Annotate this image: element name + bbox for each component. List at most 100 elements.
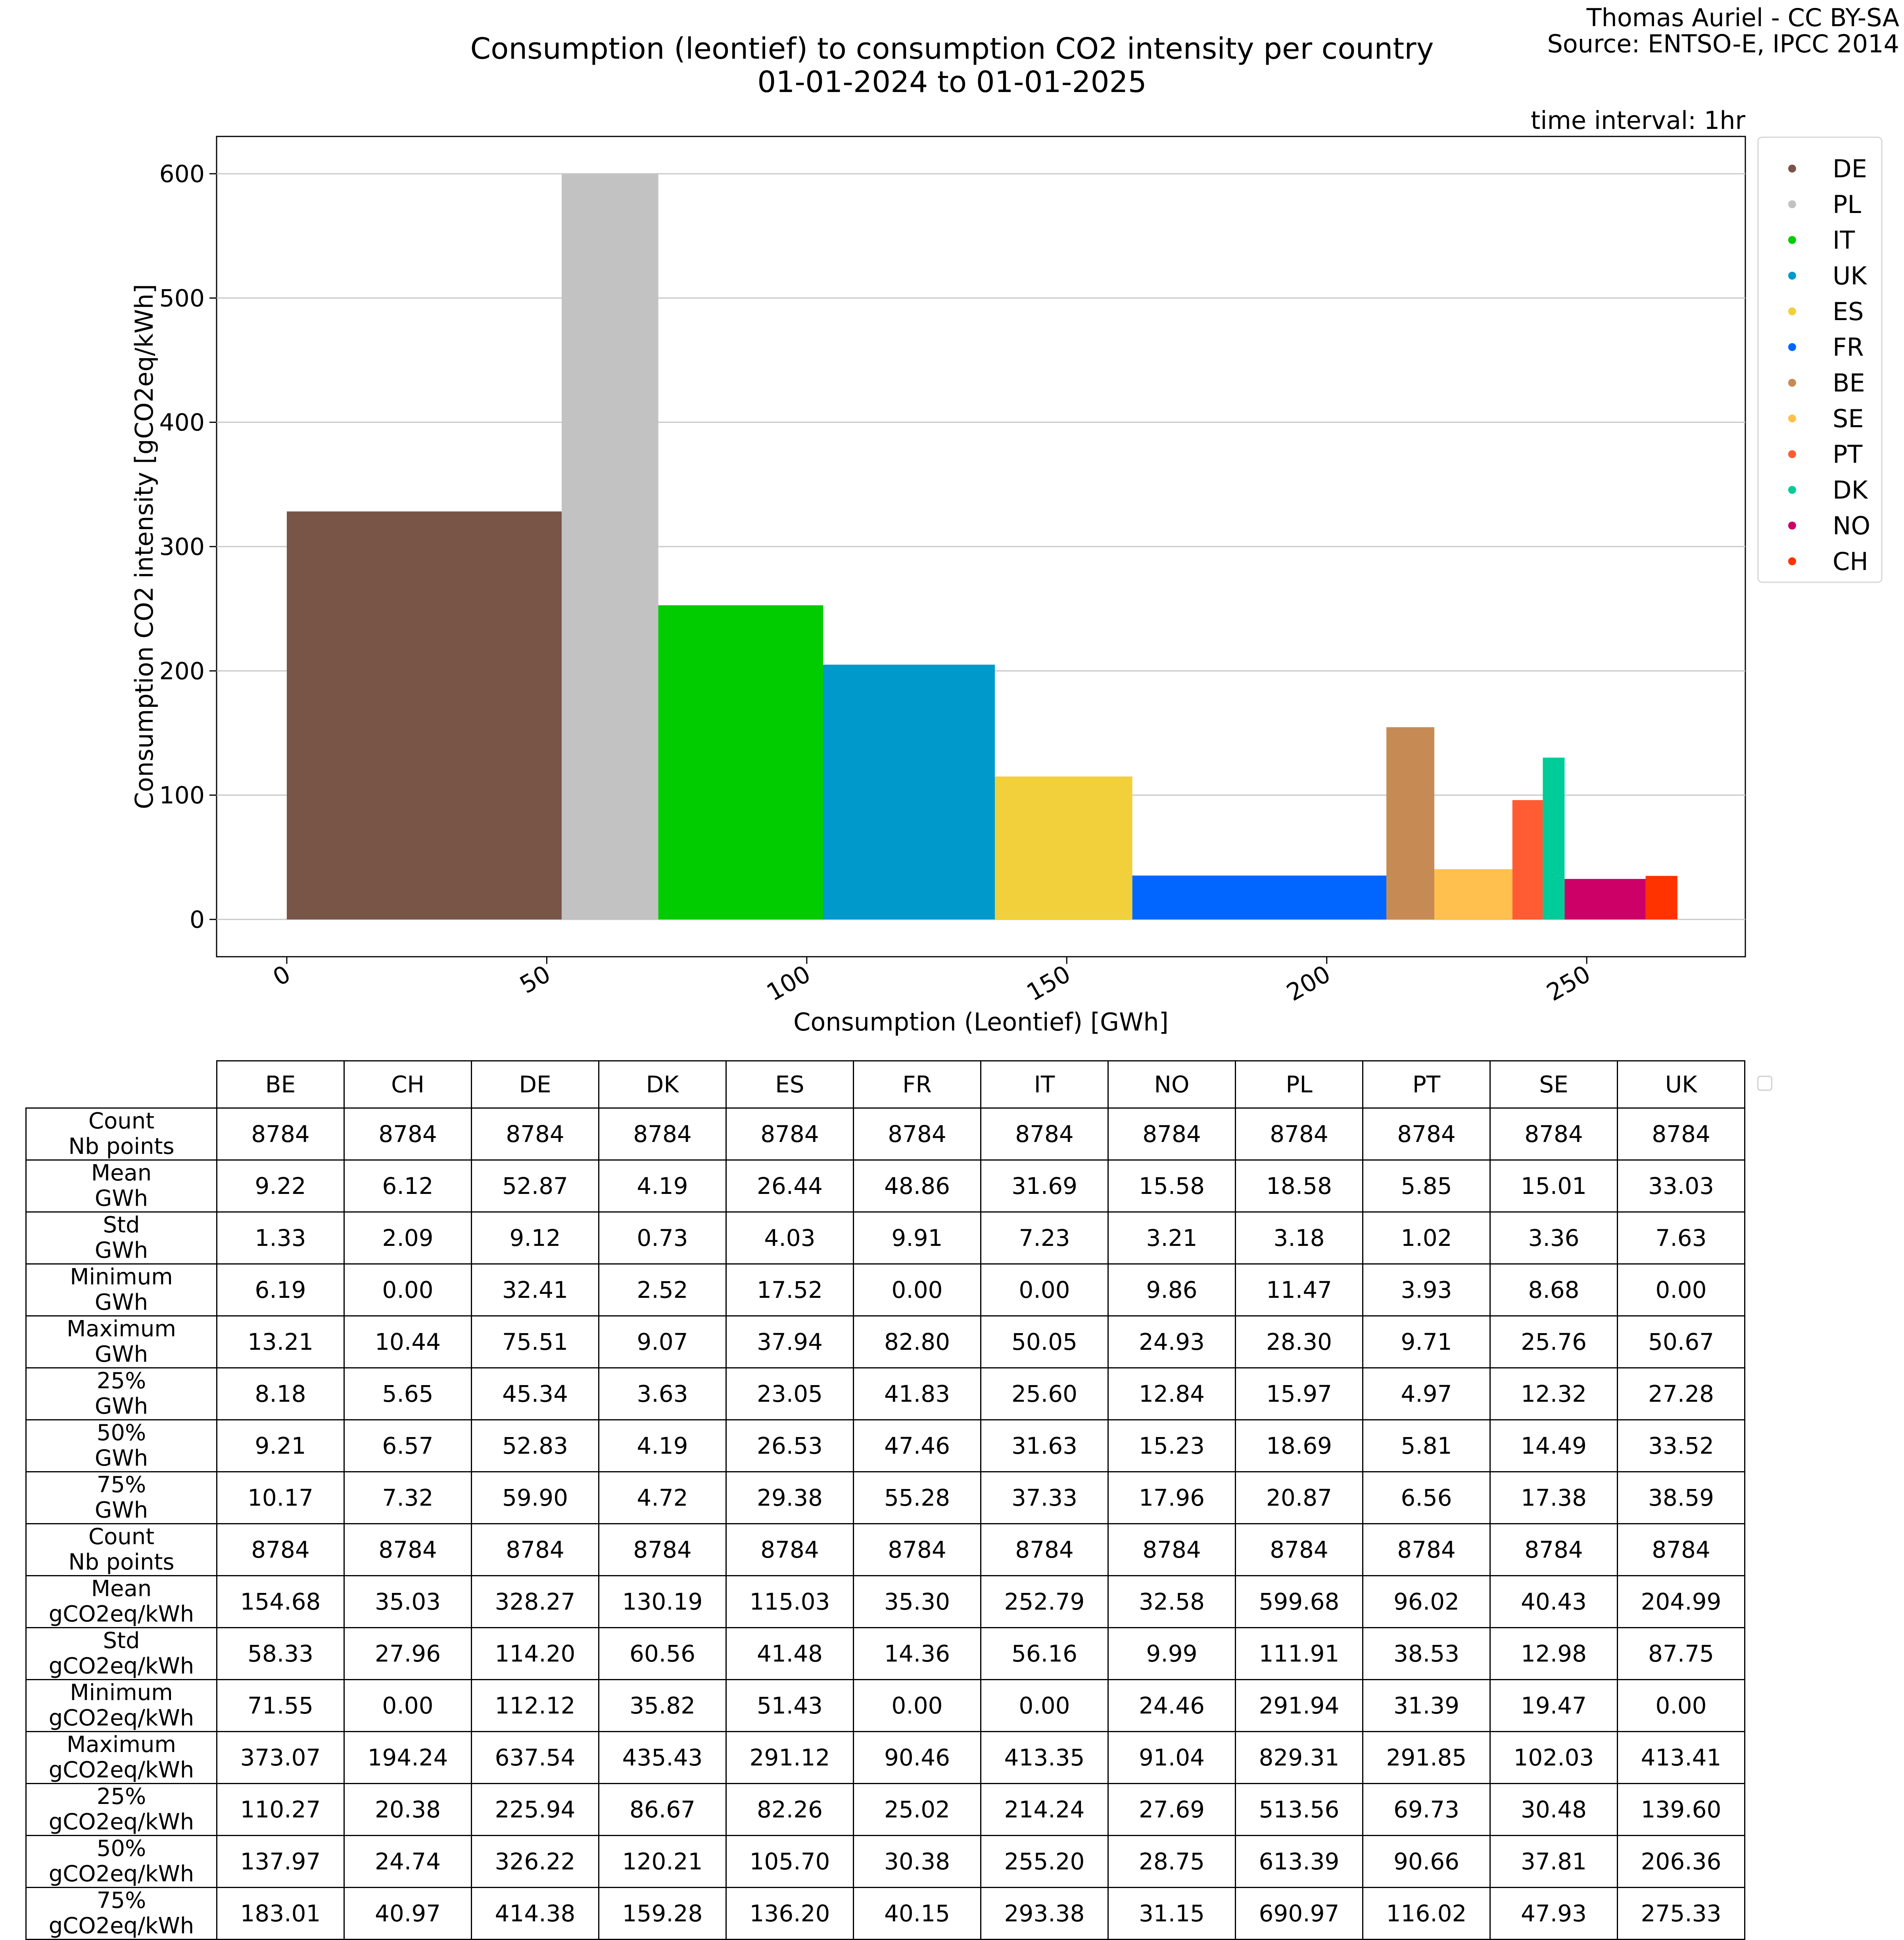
table-cell: 86.67 bbox=[598, 1783, 727, 1836]
legend-marker-de bbox=[1788, 165, 1796, 173]
table-cell: 8784 bbox=[726, 1107, 854, 1161]
row-label: 50% GWh bbox=[25, 1419, 217, 1472]
table-cell: 25.02 bbox=[853, 1783, 981, 1836]
column-header: DK bbox=[598, 1060, 727, 1109]
table-cell: 599.68 bbox=[1235, 1575, 1363, 1628]
table-cell: 25.60 bbox=[980, 1367, 1109, 1420]
table-row: Minimum gCO2eq/kWh 71.55 0.00 112.12 35.82 51.… bbox=[25, 1679, 1745, 1732]
table-cell: 637.54 bbox=[471, 1731, 599, 1784]
row-label-unit: GWh bbox=[94, 1341, 148, 1367]
table-row: Mean gCO2eq/kWh 154.68 35.03 328.27 130.19 115… bbox=[25, 1575, 1745, 1628]
legend-label-it: IT bbox=[1833, 226, 1855, 255]
table-row: 50% GWh 9.21 6.57 52.83 4.19 26.53 47.46 31.63 15… bbox=[25, 1419, 1745, 1472]
y-tick-label: 200 bbox=[159, 657, 205, 685]
row-label-unit: GWh bbox=[94, 1186, 148, 1211]
table-cell: 8784 bbox=[598, 1523, 727, 1576]
table-cell: 513.56 bbox=[1235, 1783, 1363, 1836]
table-cell: 47.93 bbox=[1489, 1887, 1618, 1940]
table-cell: 13.21 bbox=[216, 1315, 345, 1368]
row-label: 25% GWh bbox=[25, 1367, 217, 1420]
table-cell: 5.85 bbox=[1362, 1159, 1491, 1213]
table-cell: 4.19 bbox=[598, 1419, 727, 1472]
table-cell: 24.74 bbox=[344, 1835, 472, 1888]
table-cell: 0.00 bbox=[853, 1263, 981, 1316]
table-cell: 87.75 bbox=[1617, 1627, 1745, 1680]
table-cell: 50.05 bbox=[980, 1315, 1109, 1368]
table-cell: 18.69 bbox=[1235, 1419, 1363, 1472]
bar-dk bbox=[1543, 758, 1565, 919]
table-cell: 31.15 bbox=[1107, 1887, 1236, 1940]
legend-label-es: ES bbox=[1833, 297, 1864, 326]
table-row: Maximum GWh 13.21 10.44 75.51 9.07 37.94 82.80 5… bbox=[25, 1315, 1745, 1368]
row-label: 25% gCO2eq/kWh bbox=[25, 1783, 217, 1836]
column-header: NO bbox=[1107, 1060, 1236, 1109]
row-label-unit: gCO2eq/kWh bbox=[48, 1757, 194, 1783]
table-row: 75% gCO2eq/kWh 183.01 40.97 414.38 159.28 136.… bbox=[25, 1887, 1745, 1940]
table-cell: 9.22 bbox=[216, 1159, 345, 1213]
row-label: Minimum gCO2eq/kWh bbox=[25, 1679, 217, 1732]
column-header: FR bbox=[853, 1060, 981, 1109]
table-cell: 0.00 bbox=[344, 1263, 472, 1316]
table-cell: 15.23 bbox=[1107, 1419, 1236, 1472]
legend-marker-ch bbox=[1788, 557, 1796, 565]
row-label-stat: Maximum bbox=[67, 1732, 176, 1758]
statistics-table: BE CH DE DK ES FR IT NO PL PT SE UK Count Nb points 8… bbox=[25, 1060, 1745, 1940]
table-cell: 8784 bbox=[1617, 1523, 1745, 1576]
y-axis-label: Consumption CO2 intensity [gCO2eq/kWh] bbox=[130, 284, 159, 809]
table-cell: 37.33 bbox=[980, 1471, 1109, 1524]
table-cell: 413.41 bbox=[1617, 1731, 1745, 1784]
table-cell: 17.96 bbox=[1107, 1471, 1236, 1524]
table-cell: 20.87 bbox=[1235, 1471, 1363, 1524]
table-cell: 8784 bbox=[853, 1523, 981, 1576]
table-cell: 29.38 bbox=[726, 1471, 854, 1524]
row-label: 50% gCO2eq/kWh bbox=[25, 1835, 217, 1888]
column-header: DE bbox=[471, 1060, 599, 1109]
row-label-stat: Maximum bbox=[67, 1316, 176, 1342]
legend-label-uk: UK bbox=[1833, 261, 1867, 290]
legend-marker-fr bbox=[1788, 343, 1796, 351]
table-cell: 105.70 bbox=[726, 1835, 854, 1888]
table-row: Std GWh 1.33 2.09 9.12 0.73 4.03 9.91 7.23 3.21 3.… bbox=[25, 1211, 1745, 1265]
chart: Consumption (leontief) to consumption CO… bbox=[130, 3, 1899, 1036]
table-cell: 9.86 bbox=[1107, 1263, 1236, 1316]
row-label-stat: Mean bbox=[91, 1576, 152, 1602]
row-label-stat: Count bbox=[88, 1108, 155, 1134]
table-cell: 8784 bbox=[1235, 1107, 1363, 1161]
row-label: 75% GWh bbox=[25, 1471, 217, 1524]
table-cell: 293.38 bbox=[980, 1887, 1109, 1940]
table-cell: 3.36 bbox=[1489, 1211, 1618, 1265]
table-cell: 24.93 bbox=[1107, 1315, 1236, 1368]
table-cell: 7.63 bbox=[1617, 1211, 1745, 1265]
bar-pt bbox=[1512, 800, 1543, 919]
row-label-stat: Count bbox=[88, 1524, 155, 1550]
row-label-unit: Nb points bbox=[68, 1549, 175, 1575]
table-cell: 9.71 bbox=[1362, 1315, 1491, 1368]
table-cell: 139.60 bbox=[1617, 1783, 1745, 1836]
y-tick-label: 600 bbox=[159, 160, 205, 188]
table-cell: 25.76 bbox=[1489, 1315, 1618, 1368]
table-cell: 24.46 bbox=[1107, 1679, 1236, 1732]
x-tick-label: 100 bbox=[762, 960, 815, 1007]
table-cell: 41.48 bbox=[726, 1627, 854, 1680]
table-cell: 48.86 bbox=[853, 1159, 981, 1213]
table-cell: 59.90 bbox=[471, 1471, 599, 1524]
table-cell: 9.21 bbox=[216, 1419, 345, 1472]
table-cell: 255.20 bbox=[980, 1835, 1109, 1888]
table-cell: 12.32 bbox=[1489, 1367, 1618, 1420]
table-cell: 252.79 bbox=[980, 1575, 1109, 1628]
legend-label-pt: PT bbox=[1833, 440, 1863, 469]
y-tick-label: 500 bbox=[159, 284, 205, 312]
table-cell: 8784 bbox=[1617, 1107, 1745, 1161]
table-cell: 82.26 bbox=[726, 1783, 854, 1836]
row-label: Mean GWh bbox=[25, 1159, 217, 1213]
legend-label-dk: DK bbox=[1833, 476, 1868, 505]
table-cell: 4.72 bbox=[598, 1471, 727, 1524]
row-label-unit: gCO2eq/kWh bbox=[48, 1809, 194, 1835]
chart-title-line2: 01-01-2024 to 01-01-2025 bbox=[757, 65, 1146, 99]
column-header: PT bbox=[1362, 1060, 1491, 1109]
table-cell: 5.81 bbox=[1362, 1419, 1491, 1472]
legend-label-ch: CH bbox=[1833, 547, 1868, 576]
x-axis-label: Consumption (Leontief) [GWh] bbox=[793, 1007, 1169, 1036]
table-cell: 30.38 bbox=[853, 1835, 981, 1888]
table-cell: 32.58 bbox=[1107, 1575, 1236, 1628]
